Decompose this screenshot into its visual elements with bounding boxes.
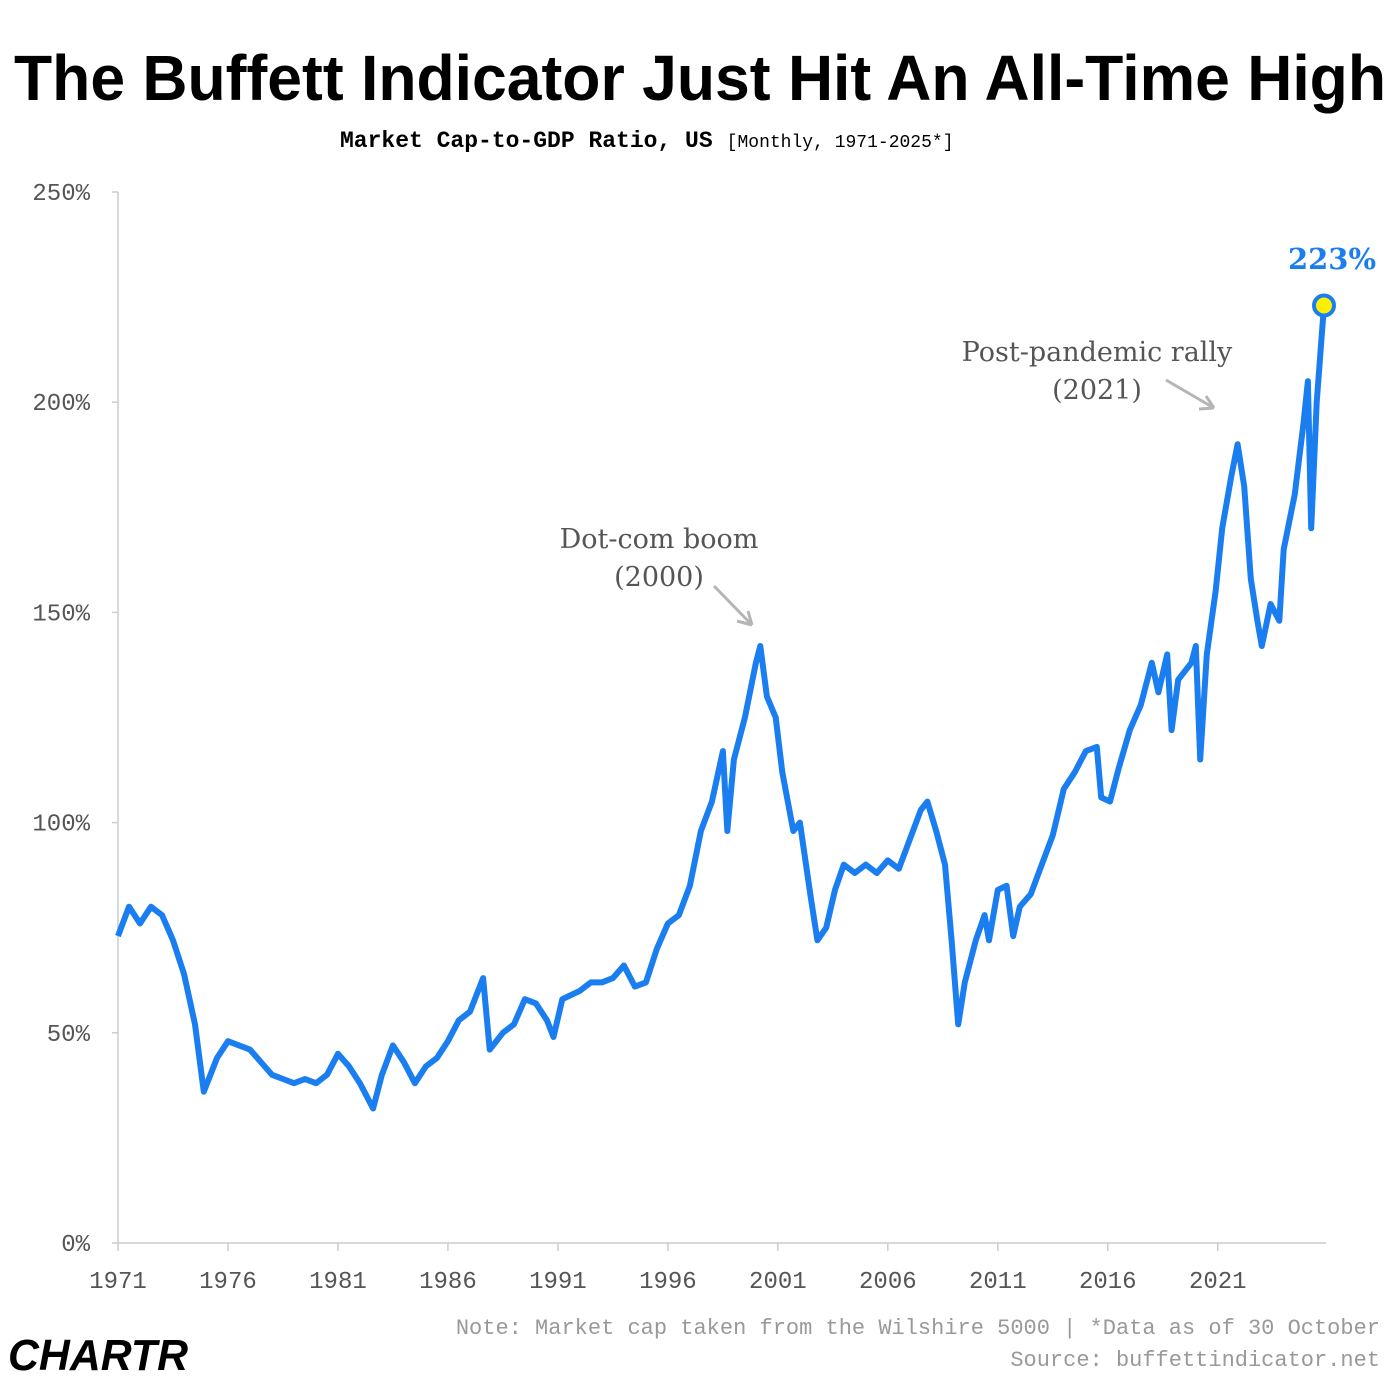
x-tick-label: 1971 bbox=[89, 1269, 147, 1296]
x-tick-label: 1986 bbox=[419, 1269, 477, 1296]
chart-title: The Buffett Indicator Just Hit An All-Ti… bbox=[14, 42, 1386, 114]
y-tick-label: 150% bbox=[32, 601, 90, 628]
note: Note: Market cap taken from the Wilshire… bbox=[456, 1316, 1380, 1341]
x-tick-label: 2001 bbox=[749, 1269, 807, 1296]
x-tick-label: 2011 bbox=[969, 1269, 1027, 1296]
subtitle-line: Market Cap-to-GDP Ratio, US [Monthly, 197… bbox=[340, 128, 954, 154]
axes bbox=[117, 192, 1326, 1244]
subtitle-note: [Monthly, 1971-2025*] bbox=[727, 133, 954, 153]
end-label: 223% bbox=[1288, 242, 1376, 276]
x-tick-label: 1991 bbox=[529, 1269, 587, 1296]
subtitle: Market Cap-to-GDP Ratio, US bbox=[340, 128, 713, 154]
y-tick-label: 250% bbox=[32, 181, 90, 208]
annotation: (2000) bbox=[614, 562, 704, 593]
x-tick-label: 1976 bbox=[199, 1269, 257, 1296]
x-tick-label: 2021 bbox=[1189, 1269, 1247, 1296]
x-tick-label: 1981 bbox=[309, 1269, 367, 1296]
y-tick-label: 0% bbox=[61, 1232, 90, 1259]
annotation: Dot-com boom bbox=[560, 524, 759, 555]
logo: CHARTR bbox=[8, 1331, 188, 1380]
source: Source: buffettindicator.net bbox=[1010, 1348, 1380, 1373]
end-marker bbox=[1312, 293, 1336, 318]
annotation: Post-pandemic rally bbox=[962, 337, 1233, 368]
x-tick-label: 2016 bbox=[1079, 1269, 1137, 1296]
y-tick-label: 100% bbox=[32, 812, 90, 839]
series-line bbox=[115, 305, 1327, 1112]
y-tick-label: 50% bbox=[47, 1022, 91, 1049]
annotation: (2021) bbox=[1052, 375, 1142, 406]
x-tick-label: 2006 bbox=[859, 1269, 917, 1296]
annotation-arrow bbox=[1165, 378, 1216, 411]
annotation-arrow bbox=[712, 584, 754, 627]
y-tick-label: 200% bbox=[32, 391, 90, 418]
x-tick-label: 1996 bbox=[639, 1269, 697, 1296]
